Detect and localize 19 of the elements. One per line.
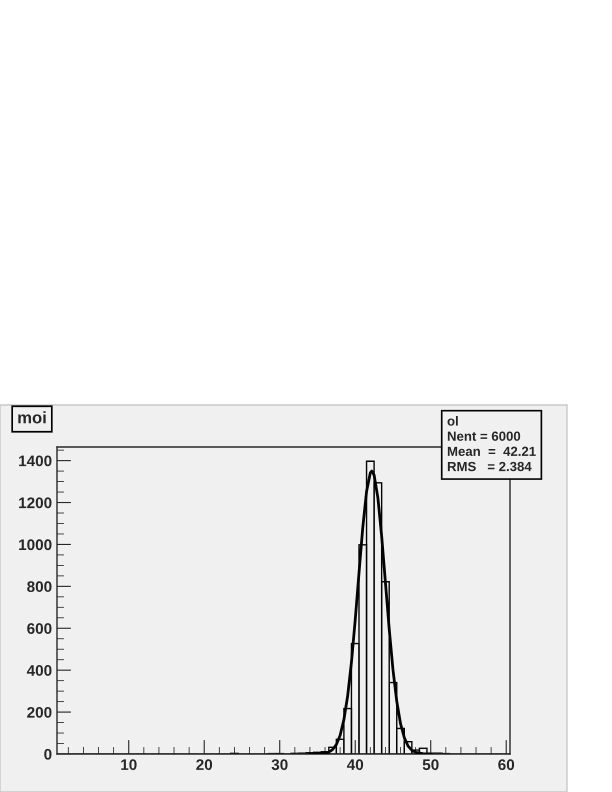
chart-title: moi xyxy=(18,411,46,424)
x-tick-label: 10 xyxy=(121,759,137,770)
y-tick-label: 1000 xyxy=(19,539,52,550)
y-tick-label: 400 xyxy=(26,665,52,676)
x-tick-label: 60 xyxy=(498,759,514,770)
x-tick-label: 40 xyxy=(346,759,364,770)
text: Nent = 6000 xyxy=(448,432,520,441)
y-tick-label: 1200 xyxy=(19,497,52,508)
text: ol xyxy=(448,416,458,426)
annotation: Mean = 42.21 xyxy=(448,446,536,456)
x-tick-label: 30 xyxy=(272,759,288,770)
x-tick-label: 20 xyxy=(196,759,212,770)
y-tick-label: 0 xyxy=(44,748,52,760)
x-tick-label: 50 xyxy=(422,759,439,770)
y-tick-label: 600 xyxy=(27,623,52,634)
y-tick-label: 200 xyxy=(27,706,52,718)
y-tick-label: 1400 xyxy=(19,455,52,466)
annotation: RMS = 2.384 xyxy=(448,462,532,472)
y-tick-label: 800 xyxy=(27,581,52,592)
